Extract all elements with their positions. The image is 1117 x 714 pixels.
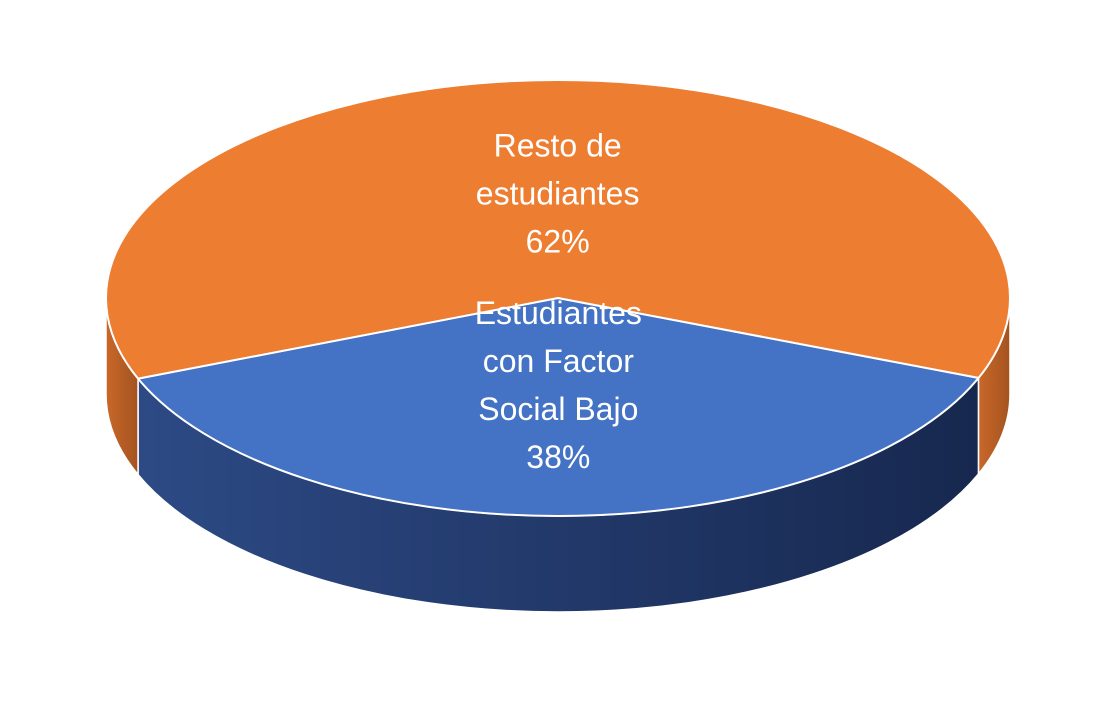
data-label-line: estudiantes — [476, 175, 640, 211]
data-label-line: Estudiantes — [475, 295, 642, 331]
pie-slice-estudiantes-con-factor-social-bajo — [137, 297, 980, 517]
data-label-line: con Factor — [483, 343, 635, 379]
data-label-line: Resto de — [494, 127, 622, 163]
data-label-line: 62% — [526, 223, 590, 259]
data-label-resto-de-estudiantes: Resto de estudiantes 62% — [476, 127, 640, 259]
data-label-line: 38% — [526, 439, 590, 475]
pie-slice-resto-de-estudiantes — [105, 79, 1011, 380]
data-label-line: Social Bajo — [478, 391, 638, 427]
data-label-estudiantes-con-factor-social-bajo: Estudiantes con Factor Social Bajo 38% — [475, 295, 642, 475]
